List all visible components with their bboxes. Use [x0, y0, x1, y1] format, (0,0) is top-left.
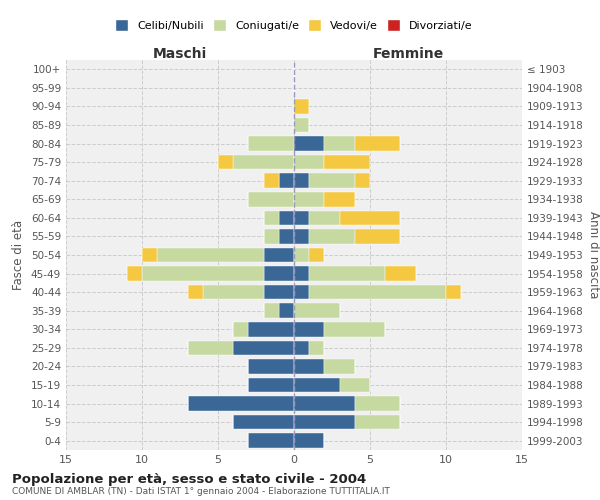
Bar — [325, 155, 370, 170]
Bar — [309, 229, 355, 244]
Bar — [325, 322, 385, 336]
Bar — [233, 322, 248, 336]
Bar — [309, 266, 385, 281]
Bar — [294, 340, 309, 355]
Bar — [355, 229, 400, 244]
Bar — [142, 266, 263, 281]
Bar — [294, 210, 309, 225]
Y-axis label: Fasce di età: Fasce di età — [13, 220, 25, 290]
Bar — [279, 210, 294, 225]
Bar — [263, 210, 279, 225]
Text: Femmine: Femmine — [373, 47, 443, 61]
Bar — [188, 340, 233, 355]
Bar — [355, 415, 400, 430]
Bar — [279, 304, 294, 318]
Bar — [248, 378, 294, 392]
Bar — [294, 155, 325, 170]
Y-axis label: Anni di nascita: Anni di nascita — [587, 212, 600, 298]
Bar — [309, 285, 446, 300]
Bar — [325, 136, 355, 151]
Bar — [263, 266, 294, 281]
Bar — [385, 266, 416, 281]
Bar — [294, 322, 325, 336]
Bar — [248, 434, 294, 448]
Bar — [294, 192, 325, 206]
Bar — [294, 266, 309, 281]
Bar — [203, 285, 263, 300]
Bar — [355, 174, 370, 188]
Bar — [294, 285, 309, 300]
Text: COMUNE DI AMBLAR (TN) - Dati ISTAT 1° gennaio 2004 - Elaborazione TUTTITALIA.IT: COMUNE DI AMBLAR (TN) - Dati ISTAT 1° ge… — [12, 488, 390, 496]
Bar — [233, 340, 294, 355]
Bar — [248, 136, 294, 151]
Bar — [248, 192, 294, 206]
Bar — [294, 304, 340, 318]
Bar — [294, 396, 355, 411]
Bar — [294, 118, 309, 132]
Bar — [294, 229, 309, 244]
Bar — [294, 248, 309, 262]
Bar — [263, 229, 279, 244]
Bar — [294, 434, 325, 448]
Bar — [294, 359, 325, 374]
Bar — [188, 396, 294, 411]
Bar — [309, 248, 325, 262]
Bar — [309, 174, 355, 188]
Bar — [325, 192, 355, 206]
Bar — [355, 136, 400, 151]
Bar — [446, 285, 461, 300]
Legend: Celibi/Nubili, Coniugati/e, Vedovi/e, Divorziati/e: Celibi/Nubili, Coniugati/e, Vedovi/e, Di… — [111, 15, 477, 35]
Bar — [233, 415, 294, 430]
Bar — [325, 359, 355, 374]
Bar — [188, 285, 203, 300]
Bar — [127, 266, 142, 281]
Bar — [142, 248, 157, 262]
Bar — [294, 415, 355, 430]
Bar — [294, 136, 325, 151]
Bar — [248, 359, 294, 374]
Bar — [309, 340, 325, 355]
Bar — [233, 155, 294, 170]
Bar — [279, 229, 294, 244]
Text: Maschi: Maschi — [153, 47, 207, 61]
Bar — [218, 155, 233, 170]
Bar — [263, 304, 279, 318]
Bar — [355, 396, 400, 411]
Bar — [248, 322, 294, 336]
Bar — [340, 210, 400, 225]
Bar — [294, 378, 340, 392]
Text: Popolazione per età, sesso e stato civile - 2004: Popolazione per età, sesso e stato civil… — [12, 472, 366, 486]
Bar — [263, 174, 279, 188]
Bar — [157, 248, 263, 262]
Bar — [263, 285, 294, 300]
Bar — [294, 99, 309, 114]
Bar — [263, 248, 294, 262]
Bar — [309, 210, 340, 225]
Bar — [294, 174, 309, 188]
Bar — [279, 174, 294, 188]
Bar — [340, 378, 370, 392]
